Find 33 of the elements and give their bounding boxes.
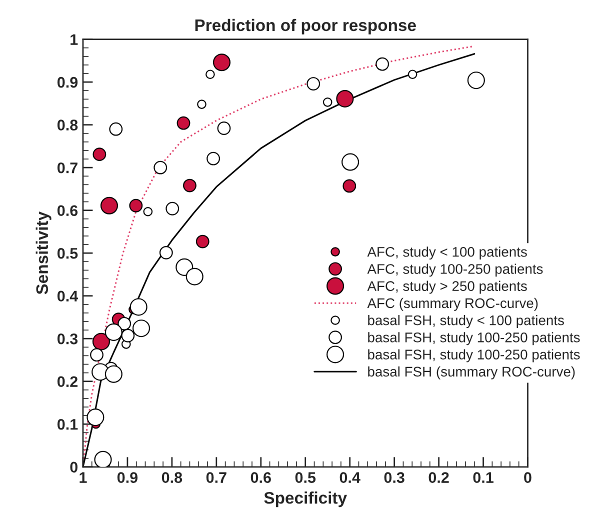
y-tick-label: 1 <box>70 34 78 45</box>
x-tick-label: 1 <box>80 472 87 483</box>
legend-label: basal FSH, study < 100 patients <box>368 315 564 328</box>
x-tick-label: 0.6 <box>250 472 271 483</box>
y-tick-label: 0.5 <box>57 248 78 259</box>
y-tick-label: 0.3 <box>57 333 78 344</box>
x-tick-label: 0.8 <box>162 472 182 483</box>
x-tick-label: 0.4 <box>340 472 360 483</box>
legend-label: AFC, study < 100 patients <box>367 246 527 260</box>
legend-label: basal FSH (summary ROC-curve) <box>368 366 575 380</box>
y-tick-label: 0.4 <box>57 290 78 302</box>
x-tick-label: 0.7 <box>206 472 226 483</box>
x-tick-label: 0 <box>524 472 532 483</box>
x-tick-label: 0.5 <box>295 472 316 483</box>
legend-label: AFC (summary ROC-curve) <box>367 298 538 311</box>
y-tick-label: 0.7 <box>57 162 78 174</box>
y-tick-label: 0.6 <box>57 205 78 216</box>
x-tick-label: 0.1 <box>473 472 494 483</box>
x-axis-title: Specificity <box>264 492 347 508</box>
legend-label: AFC, study 100-250 patients <box>367 264 543 277</box>
chart-title: Prediction of poor response <box>195 18 416 34</box>
x-tick-label: 0.9 <box>117 472 138 483</box>
y-tick-label: 0.1 <box>57 418 78 430</box>
y-tick-label: 0.8 <box>57 120 78 131</box>
y-axis-title: Sensitivity <box>36 211 52 294</box>
legend-label: AFC, study > 250 patients <box>367 280 527 294</box>
y-tick-label: 0 <box>70 462 78 473</box>
y-tick-label: 0.9 <box>57 76 78 88</box>
legend-label: basal FSH, study 100-250 patients <box>368 349 580 362</box>
x-tick-label: 0.2 <box>428 472 449 483</box>
y-tick-label: 0.2 <box>57 376 78 388</box>
legend-label: basal FSH, study 100-250 patients <box>368 332 580 346</box>
x-tick-label: 0.3 <box>384 472 404 483</box>
